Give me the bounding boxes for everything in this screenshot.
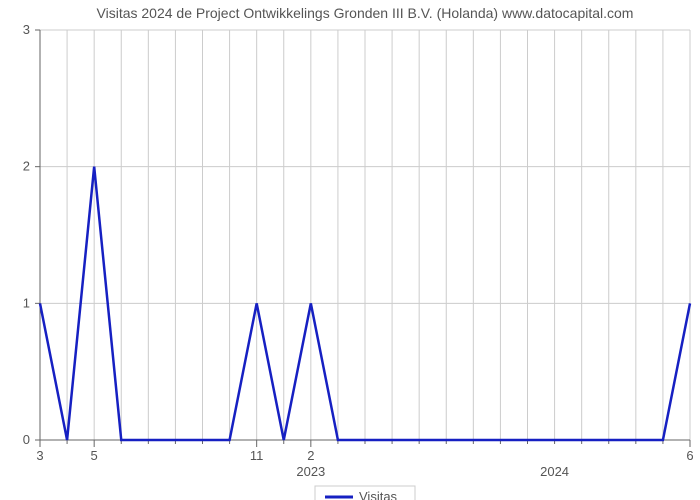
y-tick-label: 1	[23, 295, 30, 310]
chart-container: Visitas 2024 de Project Ontwikkelings Gr…	[0, 0, 700, 500]
x-tick-label: 5	[91, 448, 98, 463]
x-tick-label: 3	[36, 448, 43, 463]
legend-label: Visitas	[359, 489, 398, 500]
y-tick-label: 2	[23, 159, 30, 174]
y-tick-label: 0	[23, 432, 30, 447]
chart-title: Visitas 2024 de Project Ontwikkelings Gr…	[97, 5, 634, 21]
x-group-label: 2023	[296, 464, 325, 479]
x-tick-label: 2	[307, 448, 314, 463]
line-chart: Visitas 2024 de Project Ontwikkelings Gr…	[0, 0, 700, 500]
x-tick-label: 11	[250, 448, 264, 463]
x-group-label: 2024	[540, 464, 569, 479]
y-tick-label: 3	[23, 22, 30, 37]
x-tick-label: 6	[686, 448, 693, 463]
